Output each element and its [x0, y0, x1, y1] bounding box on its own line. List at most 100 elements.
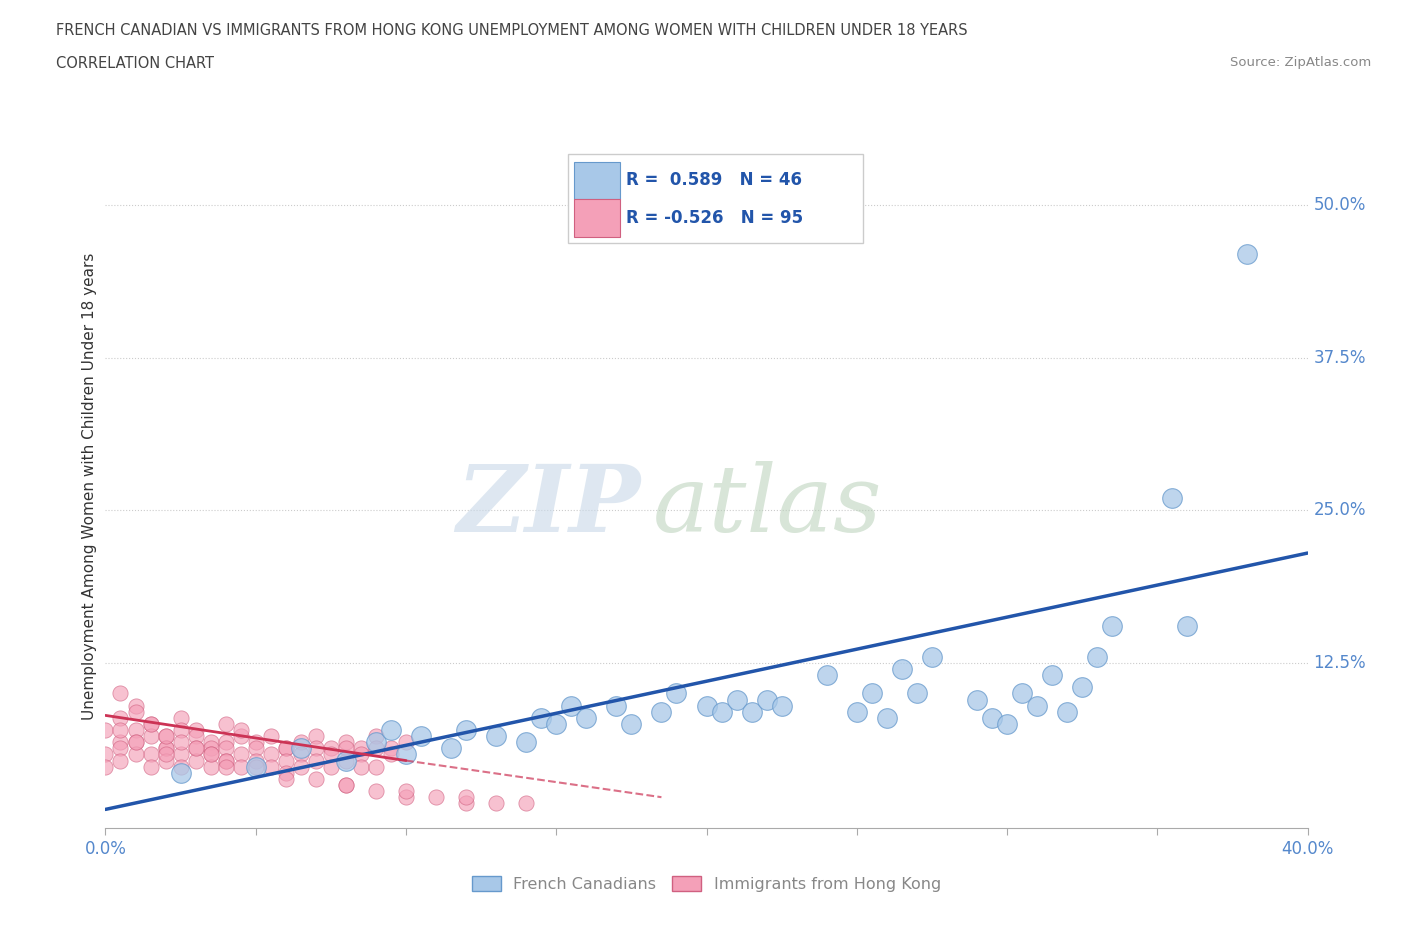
Text: 37.5%: 37.5%	[1313, 349, 1367, 366]
Point	[710, 704, 733, 719]
Point	[155, 729, 177, 744]
Point	[425, 790, 447, 804]
Point	[1101, 618, 1123, 633]
Point	[650, 704, 672, 719]
Point	[229, 747, 252, 762]
Point	[274, 772, 297, 787]
Point	[260, 759, 283, 774]
Point	[755, 692, 778, 707]
Point	[335, 753, 357, 768]
Point	[380, 741, 402, 756]
Point	[155, 753, 177, 768]
Point	[409, 729, 432, 744]
Point	[169, 747, 191, 762]
Point	[110, 723, 132, 737]
Point	[815, 668, 838, 683]
Point	[214, 716, 236, 731]
Point	[380, 723, 402, 737]
Point	[485, 796, 508, 811]
Point	[124, 735, 146, 750]
Text: R = -0.526   N = 95: R = -0.526 N = 95	[626, 209, 803, 227]
Point	[725, 692, 748, 707]
Point	[290, 735, 312, 750]
Point	[110, 686, 132, 701]
Point	[245, 753, 267, 768]
Point	[319, 741, 342, 756]
Text: 25.0%: 25.0%	[1313, 501, 1367, 519]
Point	[124, 704, 146, 719]
Point	[860, 686, 883, 701]
Point	[155, 741, 177, 756]
Point	[1056, 704, 1078, 719]
Point	[395, 784, 418, 799]
Point	[200, 747, 222, 762]
Point	[169, 723, 191, 737]
Point	[350, 741, 373, 756]
FancyBboxPatch shape	[568, 154, 863, 244]
FancyBboxPatch shape	[574, 162, 620, 199]
Point	[214, 735, 236, 750]
Point	[305, 772, 328, 787]
Point	[214, 759, 236, 774]
Point	[364, 759, 387, 774]
Point	[741, 704, 763, 719]
FancyBboxPatch shape	[574, 199, 620, 237]
Point	[319, 747, 342, 762]
Point	[454, 796, 477, 811]
Point	[214, 753, 236, 768]
Point	[620, 716, 643, 731]
Point	[380, 747, 402, 762]
Point	[335, 753, 357, 768]
Point	[560, 698, 582, 713]
Point	[515, 796, 537, 811]
Point	[454, 723, 477, 737]
Point	[124, 735, 146, 750]
Point	[290, 741, 312, 756]
Point	[110, 741, 132, 756]
Point	[260, 729, 283, 744]
Point	[1236, 246, 1258, 261]
Point	[485, 729, 508, 744]
Point	[139, 716, 162, 731]
Point	[214, 753, 236, 768]
Point	[905, 686, 928, 701]
Point	[335, 735, 357, 750]
Text: R =  0.589   N = 46: R = 0.589 N = 46	[626, 171, 801, 190]
Point	[1085, 649, 1108, 664]
Point	[124, 723, 146, 737]
Point	[245, 759, 267, 774]
Point	[605, 698, 627, 713]
Point	[395, 790, 418, 804]
Point	[350, 747, 373, 762]
Point	[319, 759, 342, 774]
Point	[200, 747, 222, 762]
Text: ZIP: ZIP	[456, 461, 640, 551]
Point	[350, 759, 373, 774]
Point	[110, 735, 132, 750]
Point	[260, 747, 283, 762]
Point	[214, 741, 236, 756]
Point	[274, 753, 297, 768]
Text: 50.0%: 50.0%	[1313, 196, 1367, 214]
Point	[169, 735, 191, 750]
Point	[845, 704, 868, 719]
Point	[229, 729, 252, 744]
Point	[395, 735, 418, 750]
Point	[139, 747, 162, 762]
Point	[94, 759, 117, 774]
Point	[696, 698, 718, 713]
Point	[155, 741, 177, 756]
Point	[139, 729, 162, 744]
Point	[274, 741, 297, 756]
Point	[155, 729, 177, 744]
Point	[274, 765, 297, 780]
Point	[1026, 698, 1049, 713]
Point	[110, 753, 132, 768]
Text: FRENCH CANADIAN VS IMMIGRANTS FROM HONG KONG UNEMPLOYMENT AMONG WOMEN WITH CHILD: FRENCH CANADIAN VS IMMIGRANTS FROM HONG …	[56, 23, 967, 38]
Point	[290, 759, 312, 774]
Point	[274, 741, 297, 756]
Point	[184, 741, 207, 756]
Point	[335, 777, 357, 792]
Point	[155, 747, 177, 762]
Point	[245, 735, 267, 750]
